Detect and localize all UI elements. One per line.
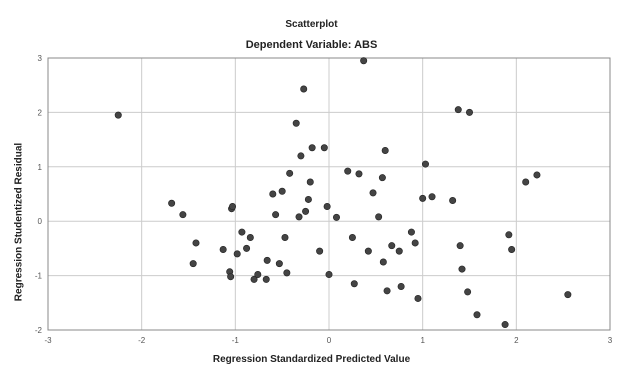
data-point: [192, 239, 200, 247]
data-point: [456, 242, 464, 250]
data-point: [395, 247, 403, 255]
data-point: [114, 111, 122, 119]
data-point: [379, 258, 387, 266]
data-point: [348, 234, 356, 242]
data-point: [564, 291, 572, 299]
data-points: [114, 57, 572, 329]
x-tick-label: 1: [420, 336, 425, 345]
data-point: [308, 144, 316, 152]
data-point: [297, 152, 305, 160]
data-point: [304, 195, 312, 203]
y-tick-label: -2: [35, 326, 43, 335]
data-point: [369, 189, 377, 197]
data-point: [316, 247, 324, 255]
y-tick-label: 1: [38, 163, 43, 172]
data-point: [383, 287, 391, 295]
y-tick-label: 3: [38, 54, 43, 63]
data-point: [229, 203, 237, 211]
data-point: [263, 256, 271, 264]
data-point: [419, 194, 427, 202]
data-point: [168, 199, 176, 207]
data-point: [344, 167, 352, 175]
data-point: [246, 234, 254, 242]
data-point: [250, 275, 258, 283]
data-point: [458, 265, 466, 273]
data-point: [414, 294, 422, 302]
data-point: [505, 231, 513, 239]
data-point: [381, 146, 389, 154]
data-point: [262, 275, 270, 283]
data-point: [254, 271, 262, 279]
data-point: [350, 280, 358, 288]
data-point: [189, 260, 197, 268]
data-point: [332, 213, 340, 221]
data-point: [233, 250, 241, 258]
data-point: [464, 288, 472, 296]
y-tick-label: -1: [35, 272, 43, 281]
data-point: [411, 239, 419, 247]
x-tick-label: -3: [44, 336, 52, 345]
data-point: [378, 174, 386, 182]
data-point: [292, 119, 300, 127]
data-point: [355, 170, 363, 178]
data-point: [501, 321, 509, 329]
data-point: [407, 228, 415, 236]
data-point: [323, 203, 331, 211]
data-point: [449, 197, 457, 205]
data-point: [508, 245, 516, 253]
data-point: [300, 85, 308, 93]
x-axis-label: Regression Standardized Predicted Value: [212, 354, 411, 365]
data-point: [428, 193, 436, 201]
y-tick-label: 2: [38, 108, 43, 117]
data-point: [302, 207, 310, 215]
data-point: [473, 311, 481, 319]
data-point: [278, 187, 286, 195]
data-point: [243, 244, 251, 252]
data-point: [272, 211, 280, 219]
data-point: [522, 178, 530, 186]
data-point: [397, 282, 405, 290]
data-point: [281, 234, 289, 242]
x-tick-label: 2: [514, 336, 519, 345]
plot-frame: [47, 57, 611, 331]
chart-title: Scatterplot: [285, 19, 338, 30]
x-tick-label: -1: [232, 336, 240, 345]
data-point: [219, 245, 227, 253]
data-point: [375, 213, 383, 221]
x-tick-label: 0: [327, 336, 332, 345]
data-point: [421, 160, 429, 168]
y-tick-label: 0: [38, 217, 43, 226]
data-point: [295, 213, 303, 221]
data-point: [238, 228, 246, 236]
x-tick-label: -2: [138, 336, 146, 345]
data-point: [283, 269, 291, 277]
data-point: [533, 171, 541, 179]
y-axis-label: Regression Studentized Residual: [13, 142, 25, 302]
data-point: [275, 260, 283, 268]
x-tick-label: 3: [608, 336, 613, 345]
data-point: [269, 190, 277, 198]
data-point: [306, 178, 314, 186]
data-point: [179, 211, 187, 219]
data-point: [360, 57, 368, 65]
chart-subtitle: Dependent Variable: ABS: [245, 39, 378, 51]
data-point: [320, 144, 328, 152]
data-point: [286, 169, 294, 177]
data-point: [465, 108, 473, 116]
data-point: [454, 106, 462, 114]
data-point: [227, 273, 235, 281]
grid-lines: [47, 57, 611, 331]
data-point: [364, 247, 372, 255]
data-point: [325, 271, 333, 279]
data-point: [388, 242, 396, 250]
